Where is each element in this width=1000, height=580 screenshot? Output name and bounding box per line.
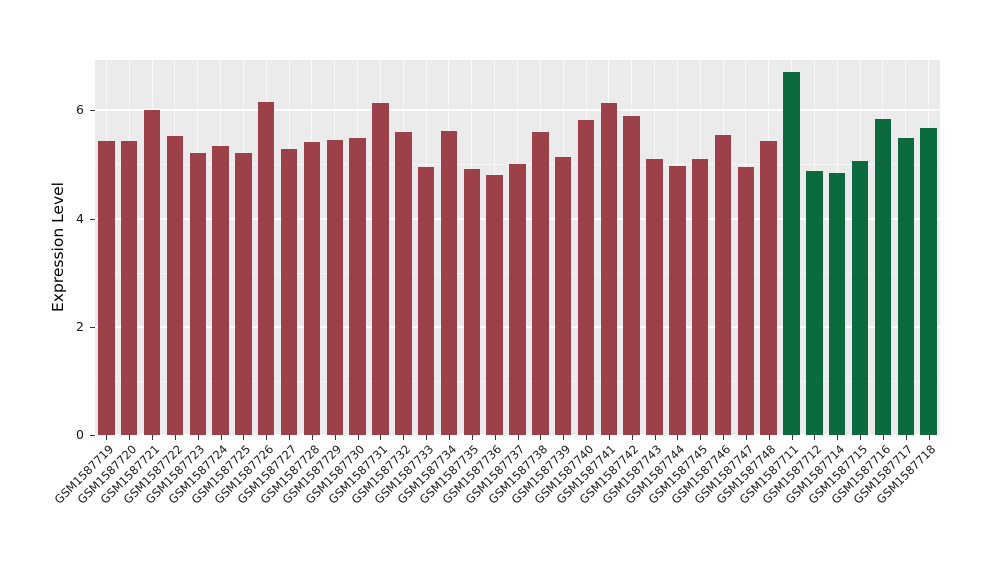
- bar: [509, 163, 526, 435]
- x-tick-mark: [882, 435, 884, 440]
- x-tick-mark: [220, 435, 222, 440]
- y-tick-label: 4: [76, 210, 84, 226]
- x-tick-mark: [174, 435, 176, 440]
- y-tick-mark: [90, 326, 95, 328]
- bar: [577, 120, 595, 435]
- bar: [851, 161, 869, 435]
- bar: [258, 102, 275, 435]
- x-tick-mark: [814, 435, 816, 440]
- bar: [98, 141, 115, 435]
- bar: [669, 166, 686, 435]
- y-tick-label: 0: [76, 427, 84, 442]
- x-tick-mark: [928, 435, 930, 440]
- x-tick-mark: [860, 435, 862, 440]
- bar: [372, 103, 389, 435]
- bar: [829, 173, 846, 435]
- x-tick-mark: [517, 435, 519, 440]
- bar: [121, 141, 138, 435]
- plot-area: [95, 60, 940, 436]
- bar: [235, 153, 252, 435]
- x-tick-mark: [152, 435, 154, 440]
- x-tick-mark: [905, 435, 907, 440]
- bar: [440, 130, 458, 435]
- y-tick-label: 2: [76, 318, 84, 334]
- x-tick-mark: [289, 435, 291, 440]
- bar: [554, 156, 572, 435]
- x-tick-mark: [608, 435, 610, 440]
- bar: [783, 72, 800, 435]
- bar: [714, 135, 732, 435]
- x-tick-mark: [837, 435, 839, 440]
- bar: [280, 149, 298, 435]
- bar: [303, 142, 321, 435]
- bar: [691, 159, 709, 435]
- y-tick-mark: [90, 218, 95, 220]
- x-tick-mark: [129, 435, 131, 440]
- x-tick-mark: [654, 435, 656, 440]
- y-tick-label: 6: [76, 102, 84, 118]
- x-tick-mark: [677, 435, 679, 440]
- x-tick-mark: [106, 435, 108, 440]
- y-tick-mark: [90, 435, 95, 436]
- bar: [189, 153, 206, 435]
- bar: [166, 136, 184, 435]
- x-tick-mark: [791, 435, 793, 440]
- x-tick-mark: [700, 435, 702, 440]
- y-tick-mark: [90, 110, 95, 112]
- bar: [737, 167, 755, 435]
- x-tick-mark: [311, 435, 313, 440]
- x-tick-mark: [357, 435, 359, 440]
- x-tick-mark: [563, 435, 565, 440]
- bar: [600, 103, 618, 435]
- bar: [349, 137, 366, 435]
- bar: [760, 141, 777, 435]
- bar: [920, 127, 937, 435]
- x-tick-mark: [426, 435, 428, 440]
- bar: [532, 131, 549, 435]
- x-tick-mark: [768, 435, 770, 440]
- bar: [897, 138, 914, 435]
- bar: [623, 115, 640, 435]
- x-tick-mark: [334, 435, 336, 440]
- x-tick-mark: [586, 435, 587, 440]
- bar: [212, 146, 229, 435]
- bar: [806, 170, 823, 435]
- y-axis-title: Expression Level: [49, 182, 67, 312]
- x-tick-mark: [403, 435, 405, 440]
- x-tick-mark: [540, 435, 542, 440]
- bar: [874, 118, 892, 435]
- x-tick-mark: [631, 435, 633, 440]
- x-tick-mark: [380, 435, 382, 440]
- x-tick-mark: [723, 435, 725, 440]
- bar: [486, 175, 503, 435]
- bar: [417, 167, 435, 435]
- x-tick-mark: [471, 435, 473, 440]
- x-tick-mark: [197, 435, 199, 440]
- x-tick-mark: [243, 435, 245, 440]
- bar: [143, 110, 161, 435]
- bar: [646, 159, 663, 435]
- bar: [463, 168, 481, 435]
- bar: [395, 131, 412, 435]
- x-tick-mark: [266, 435, 268, 440]
- bar: [326, 140, 343, 435]
- x-tick-mark: [745, 435, 747, 440]
- x-tick-mark: [494, 435, 496, 440]
- x-tick-mark: [448, 435, 450, 440]
